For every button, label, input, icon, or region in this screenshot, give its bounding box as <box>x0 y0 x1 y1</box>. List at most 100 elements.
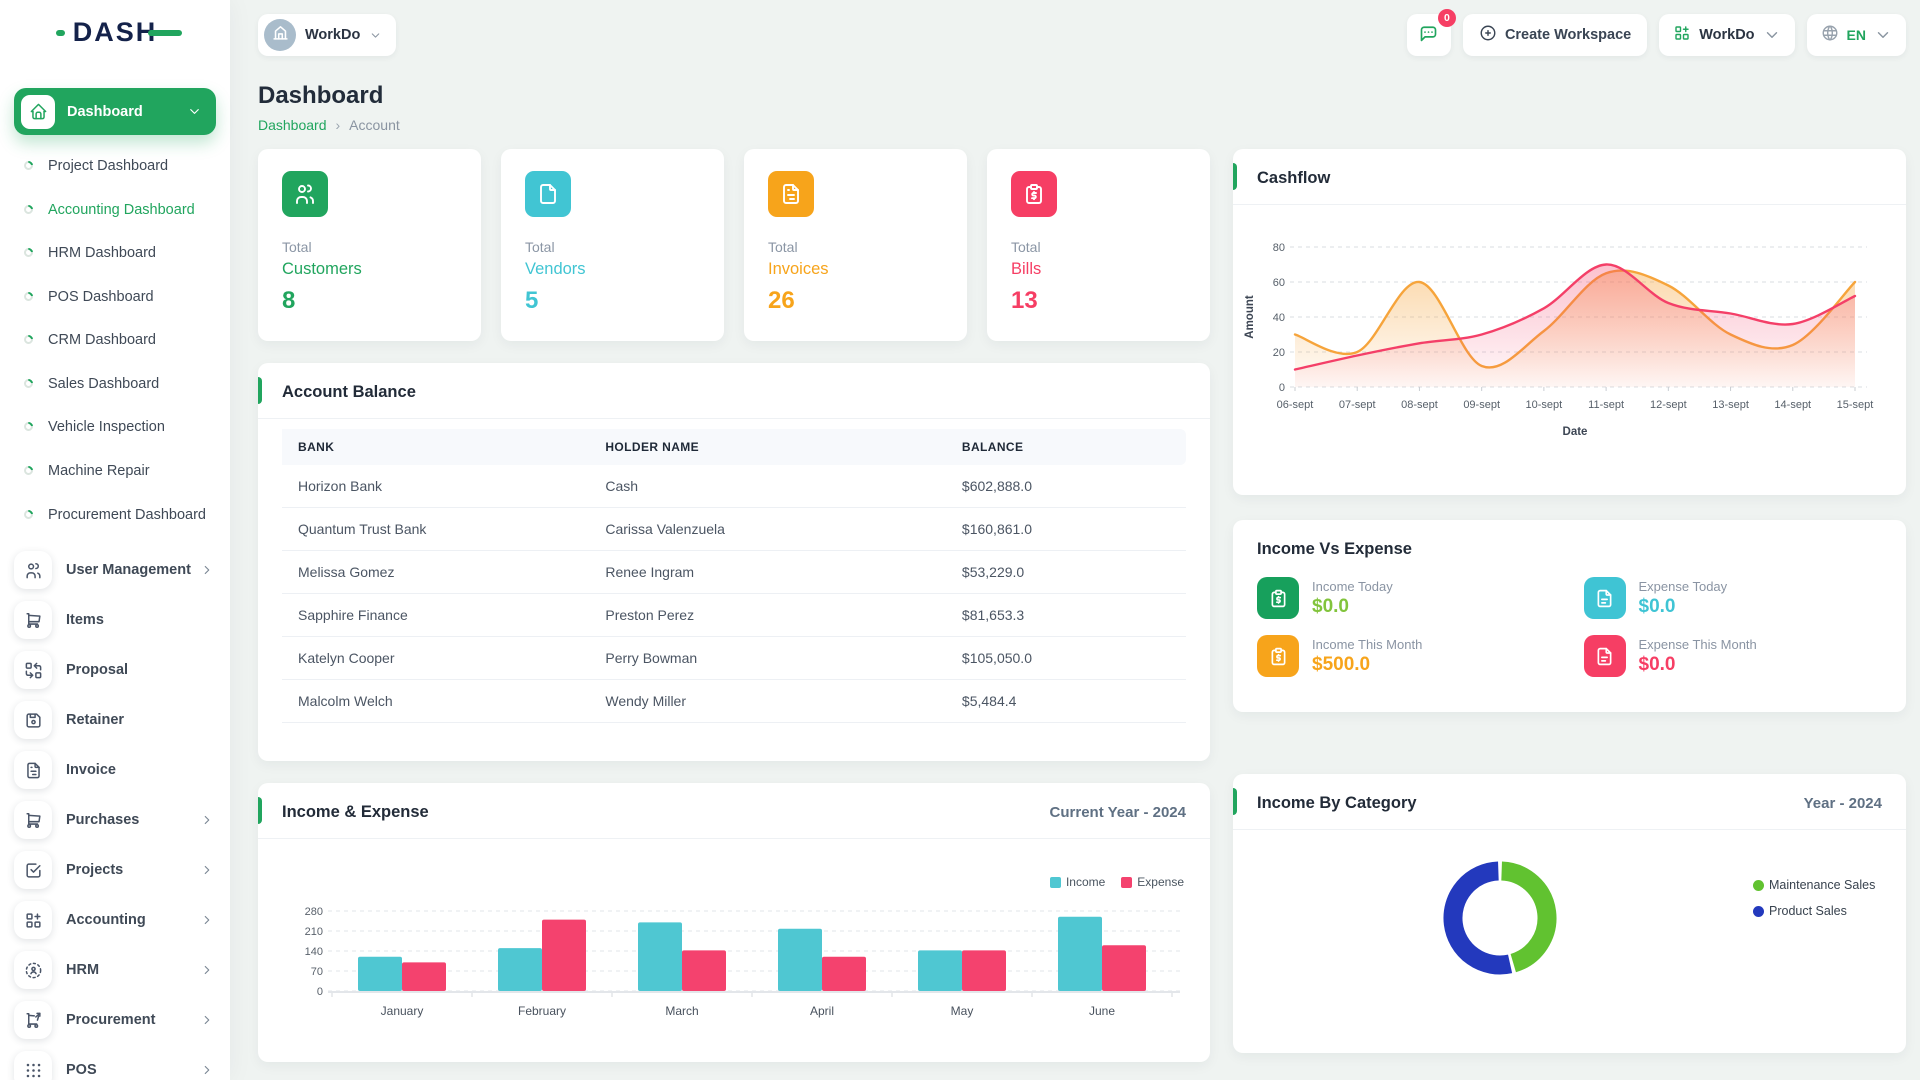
sidebar-item[interactable]: POS <box>0 1045 230 1080</box>
sidebar-item[interactable]: Procurement <box>0 995 230 1045</box>
sidebar-item-icon <box>14 601 52 640</box>
sidebar-item[interactable]: User Management <box>0 545 230 595</box>
sidebar-item-label: Projects <box>66 862 124 879</box>
cell-balance: $602,888.0 <box>945 465 1186 508</box>
metric-text: Expense This Month $0.0 <box>1639 637 1757 676</box>
sidebar-item-label: Dashboard <box>67 103 143 120</box>
legend-label: Product Sales <box>1769 904 1847 918</box>
table-row[interactable]: Melissa Gomez Renee Ingram $53,229.0 <box>282 550 1186 594</box>
cell-bank: Quantum Trust Bank <box>282 507 590 551</box>
sidebar-item[interactable]: Projects <box>0 845 230 895</box>
sidebar-subitem[interactable]: CRM Dashboard <box>0 319 230 363</box>
sidebar-subitem[interactable]: Procurement Dashboard <box>0 494 230 538</box>
cell-holder: Preston Perez <box>589 593 946 637</box>
sidebar-item-dashboard[interactable]: Dashboard <box>14 88 216 135</box>
sidebar-subitem[interactable]: Project Dashboard <box>0 145 230 189</box>
sidebar-item[interactable]: Proposal <box>0 645 230 695</box>
topbar-actions: 0 Create Workspace WorkDo EN <box>1406 9 1906 56</box>
breadcrumb-current: Account <box>349 117 400 133</box>
app-logo[interactable]: DASH <box>0 0 230 64</box>
workspace-switcher-button[interactable]: WorkDo <box>1659 14 1795 56</box>
cell-holder: Wendy Miller <box>589 679 946 723</box>
svg-text:June: June <box>1089 1004 1115 1018</box>
svg-text:80: 80 <box>1273 242 1285 254</box>
income-vs-expense-panel: Income Vs Expense Income Today $0.0 <box>1233 520 1906 712</box>
sidebar-item-icon <box>14 801 52 840</box>
metric-label: Income This Month <box>1312 636 1423 652</box>
svg-text:140: 140 <box>305 946 323 958</box>
sidebar-item[interactable]: Invoice <box>0 745 230 795</box>
chevron-right-icon <box>200 1063 214 1077</box>
sidebar-item-label: User Management <box>66 562 191 579</box>
metric-value: $0.0 <box>1638 595 1676 617</box>
messages-button[interactable]: 0 <box>1406 9 1456 56</box>
sidebar-item-icon <box>14 651 52 690</box>
panel-title: Income By Category <box>1257 794 1417 812</box>
create-workspace-button[interactable]: Create Workspace <box>1462 14 1648 56</box>
stat-label: Customers <box>282 260 362 278</box>
message-dots-icon <box>1418 22 1439 48</box>
chevron-right-icon <box>200 1013 214 1027</box>
table-row[interactable]: Quantum Trust Bank Carissa Valenzuela $1… <box>282 507 1186 551</box>
income-expense-bar-chart: 0 70 140 210 280 January February March April May… <box>305 906 1180 1018</box>
sidebar-subitem[interactable]: Accounting Dashboard <box>0 189 230 233</box>
stat-card: Total Vendors 5 <box>501 149 724 341</box>
sidebar-subitem-label: Vehicle Inspection <box>48 419 165 436</box>
home-icon <box>21 94 55 129</box>
stat-prefix: Total <box>1011 239 1041 255</box>
sidebar-item-label: Invoice <box>66 762 116 779</box>
cashflow-panel: Cashflow 0 20 40 60 80 06-sept 07-sept 08-sept 0… <box>1233 149 1906 495</box>
panel-header: Income By Category Year - 2024 <box>1233 774 1906 830</box>
sidebar-subitem[interactable]: Sales Dashboard <box>0 363 230 407</box>
metric-value: $0.0 <box>1638 653 1676 675</box>
chevron-down-icon <box>1763 26 1781 44</box>
cashflow-area-chart: 0 20 40 60 80 06-sept 07-sept 08-sept 09-sept 10-… <box>1244 242 1874 438</box>
table-row[interactable]: Katelyn Cooper Perry Bowman $105,050.0 <box>282 636 1186 680</box>
sidebar-item-label: Purchases <box>66 812 140 829</box>
dashboard-grid: Total Customers 8 Total Vendors 5 <box>258 149 1906 1062</box>
svg-text:January: January <box>381 1004 424 1018</box>
workspace-pill[interactable]: WorkDo <box>258 14 397 56</box>
cell-holder: Renee Ingram <box>589 550 946 594</box>
sidebar-item[interactable]: Purchases <box>0 795 230 845</box>
stat-value: 26 <box>768 287 795 314</box>
sidebar-item[interactable]: Accounting <box>0 895 230 945</box>
stat-card: Total Invoices 26 <box>744 149 967 341</box>
chevron-right-icon <box>200 813 214 827</box>
sidebar-item-icon <box>14 1051 52 1080</box>
sidebar-subitem[interactable]: HRM Dashboard <box>0 232 230 276</box>
stat-prefix: Total <box>282 239 312 255</box>
legend-label: Maintenance Sales <box>1769 878 1876 892</box>
sidebar-subitem[interactable]: Vehicle Inspection <box>0 406 230 450</box>
legend-swatch <box>1121 876 1133 888</box>
table-row[interactable]: Malcolm Welch Wendy Miller $5,484.4 <box>282 679 1186 723</box>
sidebar-subitem-label: Accounting Dashboard <box>48 201 195 218</box>
legend-item: Maintenance Sales <box>1753 878 1875 892</box>
sidebar-item[interactable]: Retainer <box>0 695 230 745</box>
sidebar-subitem[interactable]: Machine Repair <box>0 450 230 494</box>
panel-header: Cashflow <box>1233 149 1906 205</box>
cell-balance: $5,484.4 <box>945 679 1186 723</box>
language-button[interactable]: EN <box>1806 14 1906 56</box>
legend-label: Expense <box>1137 875 1184 889</box>
sidebar-subitem-label: Sales Dashboard <box>48 375 160 392</box>
svg-text:15-sept: 15-sept <box>1837 399 1874 411</box>
svg-text:70: 70 <box>311 966 323 978</box>
panel-title: Account Balance <box>282 383 416 401</box>
cell-holder: Perry Bowman <box>589 636 946 680</box>
logo-dash-accent <box>148 30 182 36</box>
table-row[interactable]: Sapphire Finance Preston Perez $81,653.3 <box>282 593 1186 637</box>
metric-text: Income Today $0.0 <box>1312 579 1393 618</box>
sidebar-item[interactable]: Items <box>0 595 230 645</box>
bullet-icon <box>22 420 35 434</box>
breadcrumb-link-dashboard[interactable]: Dashboard <box>258 117 327 133</box>
sidebar-subitem[interactable]: POS Dashboard <box>0 276 230 320</box>
table-column-header: HOLDER NAME <box>589 429 946 465</box>
table-row[interactable]: Horizon Bank Cash $602,888.0 <box>282 465 1186 508</box>
chevron-right-icon <box>200 913 214 927</box>
sidebar-item[interactable]: HRM <box>0 945 230 995</box>
stats-row: Total Customers 8 Total Vendors 5 <box>258 149 1210 341</box>
sidebar-item-label: Proposal <box>66 662 129 679</box>
sidebar-item-icon <box>14 851 52 890</box>
